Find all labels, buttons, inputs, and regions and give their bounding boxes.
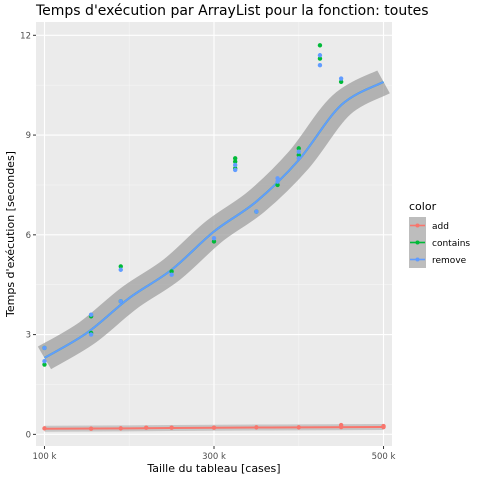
chart-title: Temps d'exécution par ArrayList pour la … <box>35 3 429 19</box>
point-remove <box>254 209 259 214</box>
point-contains <box>338 79 344 85</box>
legend-dot-remove <box>415 257 420 262</box>
y-tick-label: 6 <box>26 231 31 241</box>
point-remove <box>296 156 301 161</box>
x-axis: 100 k 300 k 500 k <box>33 446 396 462</box>
point-contains <box>317 56 323 61</box>
point-add <box>338 422 344 428</box>
point-remove <box>275 176 280 181</box>
legend-label-add: add <box>432 222 449 232</box>
point-remove <box>169 272 174 277</box>
point-contains <box>232 159 238 164</box>
point-remove <box>42 345 47 351</box>
point-contains <box>169 269 174 274</box>
y-tick-label: 3 <box>26 331 31 341</box>
point-contains <box>118 264 123 269</box>
grid <box>36 22 392 446</box>
point-remove <box>118 267 123 272</box>
point-remove <box>118 299 123 304</box>
point-add <box>296 425 301 430</box>
point-remove <box>88 312 94 317</box>
point-add <box>169 425 174 430</box>
point-add <box>254 425 259 430</box>
x-tick-label: 100 k <box>33 452 57 462</box>
point-contains <box>211 239 217 244</box>
point-add <box>381 423 386 429</box>
point-remove <box>296 149 301 154</box>
y-axis: 0 3 6 9 12 <box>20 31 36 440</box>
data-points <box>42 43 386 431</box>
point-add <box>42 426 47 431</box>
point-contains <box>275 182 280 188</box>
point-contains <box>296 152 301 158</box>
point-remove <box>232 162 238 168</box>
x-tick-label: 300 k <box>202 452 226 462</box>
point-remove <box>88 332 94 337</box>
legend-dot-add <box>415 223 420 228</box>
y-tick-label: 9 <box>26 131 31 141</box>
point-add <box>118 426 123 431</box>
legend: color add contains remove <box>409 200 470 268</box>
point-remove <box>42 359 47 364</box>
point-contains <box>232 156 238 161</box>
x-tick-label: 500 k <box>372 452 396 462</box>
legend-dot-contains <box>415 240 420 245</box>
y-axis-title: Temps d'exécution [secondes] <box>4 151 17 318</box>
y-tick-label: 0 <box>26 430 31 440</box>
point-remove <box>275 179 280 184</box>
legend-title: color <box>409 200 437 213</box>
x-axis-title: Taille du tableau [cases] <box>146 462 280 475</box>
point-remove <box>211 235 217 241</box>
line-remove <box>43 80 385 359</box>
point-add <box>143 425 149 430</box>
point-contains <box>317 43 323 48</box>
point-remove <box>338 76 344 81</box>
point-remove <box>317 53 323 58</box>
point-contains <box>296 146 301 151</box>
y-tick-label: 12 <box>20 31 31 41</box>
point-add <box>211 425 217 430</box>
legend-label-remove: remove <box>432 256 467 266</box>
legend-label-contains: contains <box>432 239 470 249</box>
point-remove <box>317 63 323 68</box>
point-add <box>88 426 94 431</box>
point-contains <box>42 362 47 367</box>
point-remove <box>232 167 238 173</box>
